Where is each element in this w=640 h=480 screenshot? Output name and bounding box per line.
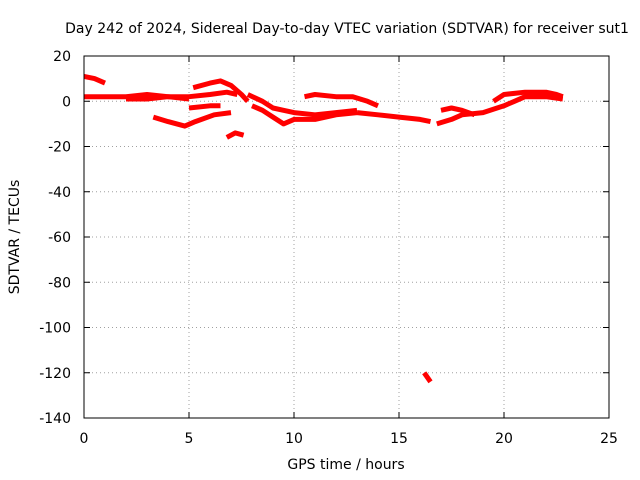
data-arc-10	[303, 92, 379, 109]
data-arc-04	[152, 110, 232, 129]
y-tick-label: -140	[39, 411, 71, 427]
x-tick-label: 25	[600, 431, 618, 447]
x-tick-label: 15	[390, 431, 408, 447]
chart-title: Day 242 of 2024, Sidereal Day-to-day VTE…	[65, 21, 629, 37]
x-axis-label: GPS time / hours	[287, 457, 404, 473]
y-tick-label: -100	[39, 321, 71, 337]
data-arc-08	[246, 92, 358, 118]
data-arc-13	[436, 94, 564, 127]
data-arc-11	[356, 110, 432, 125]
y-tick-label: -20	[48, 140, 71, 156]
y-axis-label: SDTVAR / TECUs	[7, 180, 23, 295]
y-tick-label: -40	[48, 185, 71, 201]
x-tick-label: 5	[185, 431, 194, 447]
data-arc-01	[83, 73, 106, 86]
tick-layer: 0 5 10 15 20 25 -140 -120 -100 -80 -60 -40 -20 0 20	[39, 49, 618, 447]
data-arc-15	[492, 89, 564, 104]
data-arc-03	[126, 94, 190, 102]
data-arc-12	[422, 371, 433, 384]
x-tick-label: 0	[80, 431, 89, 447]
data-arc-09	[251, 103, 358, 127]
data-layer	[83, 73, 564, 384]
data-arc-06	[192, 78, 250, 103]
data-arc-07	[225, 130, 245, 140]
y-tick-label: 0	[62, 94, 71, 110]
y-tick-label: 20	[53, 49, 71, 65]
x-tick-label: 20	[495, 431, 513, 447]
y-tick-label: -80	[48, 275, 71, 291]
data-arc-05	[188, 103, 221, 111]
x-tick-label: 10	[285, 431, 303, 447]
data-arc-14	[440, 105, 476, 118]
y-tick-label: -60	[48, 230, 71, 246]
y-tick-label: -120	[39, 366, 71, 382]
